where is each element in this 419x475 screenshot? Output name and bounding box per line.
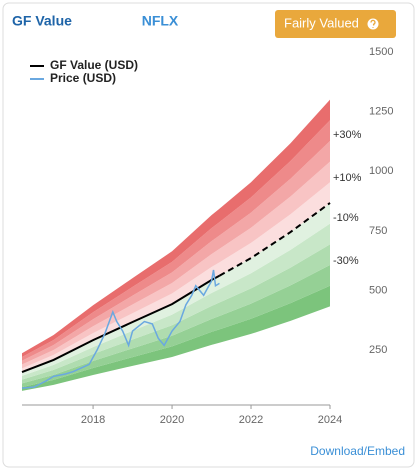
title: GF Value: [12, 13, 72, 29]
y-tick-label: 1000: [369, 165, 393, 177]
x-tick-label: 2020: [160, 414, 184, 426]
y-tick-label: 750: [369, 225, 387, 237]
button-bg[interactable]: [275, 10, 396, 38]
band-label: -30%: [333, 255, 359, 267]
x-tick-label: 2024: [318, 414, 342, 426]
y-tick-label: 1500: [369, 46, 393, 58]
y-tick-label: 500: [369, 284, 387, 296]
band-label: +10%: [333, 172, 362, 184]
y-tick-label: 1250: [369, 106, 393, 118]
button[interactable]: Fairly Valued: [275, 10, 396, 38]
series-line: [21, 269, 220, 389]
x-tick-label: 2018: [81, 414, 105, 426]
valuation-band: [22, 285, 330, 391]
legend-label: GF Value (USD): [50, 58, 138, 72]
download-link[interactable]: Download/Embed: [310, 444, 405, 458]
y-tick-label: 250: [369, 344, 387, 356]
x-tick-label: 2022: [239, 414, 263, 426]
ticker: NFLX: [142, 13, 179, 29]
band-label: -10%: [333, 212, 359, 224]
button-label[interactable]: Fairly Valued: [284, 15, 359, 30]
band-label: +30%: [333, 129, 362, 141]
legend-label: Price (USD): [50, 71, 116, 85]
help-mark[interactable]: [370, 19, 376, 28]
